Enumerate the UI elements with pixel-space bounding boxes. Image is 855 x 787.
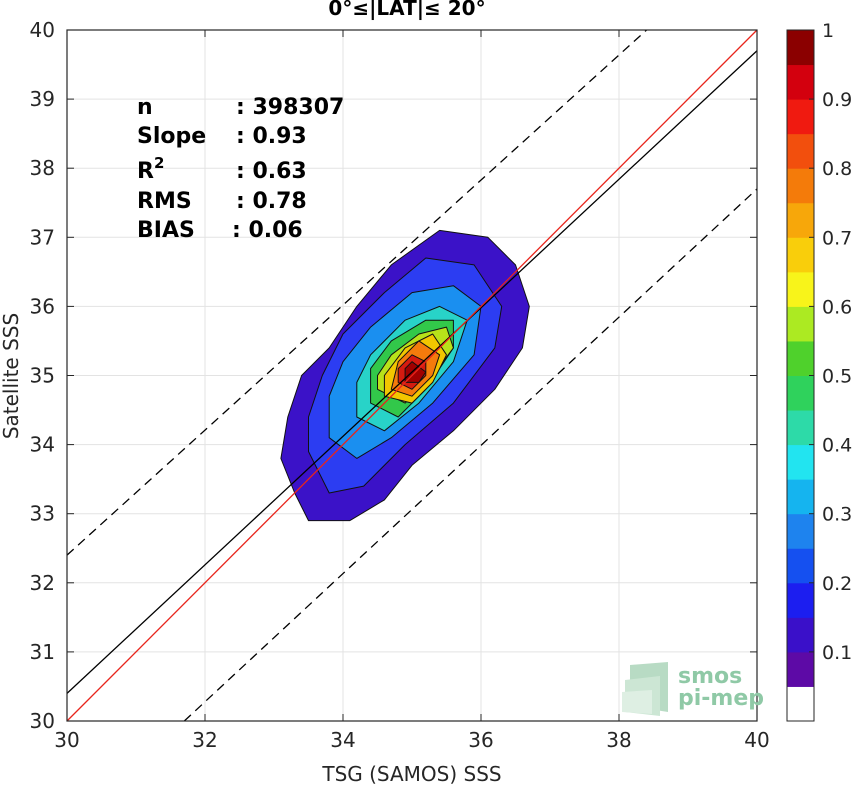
colorbar-segment xyxy=(787,64,814,100)
y-tick-label: 36 xyxy=(30,294,55,318)
colorbar-segment xyxy=(787,168,814,204)
x-axis-label: TSG (SAMOS) SSS xyxy=(321,762,501,786)
x-tick-label: 38 xyxy=(606,728,631,752)
y-tick-label: 31 xyxy=(30,640,55,664)
colorbar-segment xyxy=(787,582,814,618)
smos-pi-mep-logo: smos pi-mep xyxy=(622,662,764,716)
colorbar-segment xyxy=(787,202,814,238)
stat-value: : 0.93 xyxy=(236,124,307,149)
chart-title: 0°≤|LAT|≤ 20° xyxy=(328,0,485,20)
colorbar-segment xyxy=(787,30,814,66)
stat-label-superscript: 2 xyxy=(154,154,164,172)
colorbar-tick-label: 0.9 xyxy=(822,89,852,111)
stat-label: RMS xyxy=(137,189,192,214)
stat-label: n xyxy=(137,95,153,120)
colorbar-tick-label: 0.7 xyxy=(822,227,852,249)
y-tick-label: 34 xyxy=(30,433,55,457)
y-tick-label: 33 xyxy=(30,502,55,526)
lower-bound-line xyxy=(183,188,758,722)
y-tick-label: 32 xyxy=(30,571,55,595)
logo-mark-icon xyxy=(622,662,668,716)
plot-axes xyxy=(66,29,758,722)
colorbar-segment xyxy=(787,133,814,169)
upper-bound-line xyxy=(66,29,648,556)
stat-label: Slope xyxy=(137,124,206,149)
fit-line xyxy=(66,50,758,694)
colorbar-tick-label: 0.2 xyxy=(822,573,852,595)
colorbar-segment xyxy=(787,340,814,376)
colorbar-tick-label: 0.4 xyxy=(822,435,852,457)
logo-text-pi-mep: pi-mep xyxy=(678,686,764,711)
colorbar-segment xyxy=(787,271,814,307)
colorbar-tick-label: 0.6 xyxy=(822,296,852,318)
logo-text-smos: smos xyxy=(678,664,742,689)
colorbar-tick-label: 0.1 xyxy=(822,642,852,664)
density-contours xyxy=(280,229,530,522)
y-tick-label: 35 xyxy=(30,364,55,388)
colorbar-tick-label: 1 xyxy=(822,20,834,42)
colorbar-segment xyxy=(787,444,814,480)
y-tick-label: 39 xyxy=(30,87,55,111)
colorbar-segment xyxy=(787,99,814,135)
colorbar: 0.1 0.2 0.3 0.4 0.5 0.6 0.7 0.8 0.9 1 xyxy=(786,20,852,722)
regression-lines xyxy=(66,29,758,722)
stat-value: : 0.06 xyxy=(232,218,303,243)
colorbar-segment xyxy=(787,375,814,411)
x-tick-label: 36 xyxy=(468,728,493,752)
x-tick-label: 30 xyxy=(54,728,79,752)
colorbar-segment xyxy=(787,548,814,584)
x-tick-label: 40 xyxy=(744,728,769,752)
stat-value: : 398307 xyxy=(236,95,344,120)
tick-labels: 30 32 34 36 38 40 30 31 32 33 34 35 36 37 38 39 40 xyxy=(30,18,770,752)
stat-value: : 0.63 xyxy=(236,159,307,184)
colorbar-segment xyxy=(787,479,814,515)
colorbar-tick-label: 0.8 xyxy=(822,158,852,180)
x-tick-label: 34 xyxy=(330,728,355,752)
y-tick-label: 40 xyxy=(30,18,55,42)
y-tick-label: 30 xyxy=(30,709,55,733)
colorbar-segment xyxy=(787,306,814,342)
colorbar-segment xyxy=(787,686,814,722)
colorbar-segment xyxy=(787,237,814,273)
y-tick-label: 37 xyxy=(30,225,55,249)
colorbar-segment xyxy=(787,651,814,687)
colorbar-segment xyxy=(787,513,814,549)
colorbar-segment xyxy=(787,410,814,446)
x-tick-label: 32 xyxy=(192,728,217,752)
identity-line xyxy=(66,29,758,722)
stat-label: BIAS xyxy=(137,218,195,243)
colorbar-tick-label: 0.3 xyxy=(822,504,852,526)
colorbar-segment xyxy=(787,617,814,653)
y-tick-label: 38 xyxy=(30,156,55,180)
stat-value: : 0.78 xyxy=(236,189,307,214)
y-axis-label: Satellite SSS xyxy=(0,313,23,439)
colorbar-tick-label: 0.5 xyxy=(822,366,852,388)
